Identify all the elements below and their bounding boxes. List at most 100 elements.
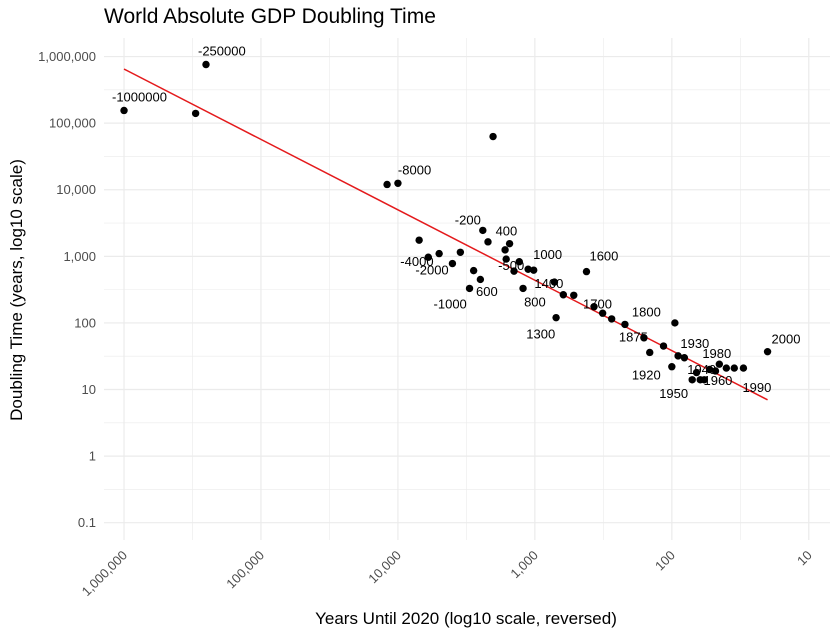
data-point [640,334,648,342]
point-label: 1950 [659,386,688,401]
data-point [680,354,689,362]
data-points [120,60,772,384]
point-label: 1980 [702,346,731,361]
x-tick-label: 100,000 [223,548,267,592]
data-point [659,342,668,350]
data-point [552,313,560,322]
data-point [700,376,708,384]
data-point [621,320,629,329]
data-point [120,106,128,115]
point-label: -4000 [400,254,433,269]
y-tick-label: 1,000,000 [38,49,96,64]
data-point [479,226,487,235]
x-axis-title: Years Until 2020 (log10 scale, reversed) [315,609,617,628]
y-tick-label: 100,000 [49,116,96,131]
point-label: -8000 [398,162,431,177]
data-point [688,376,696,384]
chart-title: World Absolute GDP Doubling Time [104,5,436,28]
point-label: 1600 [589,249,618,264]
data-point [607,315,616,323]
data-point [435,249,443,258]
data-point [739,364,748,372]
point-label: 400 [496,224,518,239]
x-tick-label: 10 [794,548,815,569]
x-tick-label: 100 [652,548,678,574]
data-point [692,368,701,377]
data-point [550,278,559,286]
point-label: 1930 [680,336,709,351]
data-point [515,258,523,266]
data-point [524,265,532,273]
point-label: 1875 [619,330,648,345]
y-tick-labels: 0.1 1 10 100 1,000 10,000 100,000 1,000,000 [38,49,96,530]
point-label: -1000 [434,296,467,311]
y-tick-label: 10,000 [56,182,96,197]
data-point [582,267,591,276]
point-label: 1700 [583,297,612,312]
point-label: 600 [476,284,498,299]
data-point [465,284,474,293]
data-point [505,239,514,248]
y-axis-title: Doubling Time (years, log10 scale) [7,159,26,421]
data-point [559,291,568,299]
data-point [671,319,679,327]
data-point [668,363,676,371]
grid [104,38,830,540]
y-tick-label: 1 [89,449,96,464]
y-tick-label: 100 [74,315,96,330]
data-point [502,255,510,263]
point-label: 2000 [772,332,801,347]
point-label: -200 [455,212,481,227]
data-point [383,180,391,189]
data-point [501,246,509,254]
point-label: -500 [498,258,524,273]
point-label: 1400 [534,276,563,291]
data-point [519,284,527,293]
data-point [715,360,724,368]
data-point [529,266,538,274]
data-point [456,248,465,256]
data-point [722,364,731,372]
x-tick-labels: 1,000,000 100,000 10,000 1,000 100 10 [79,548,815,600]
point-label: -1000000 [112,89,167,104]
data-point [394,179,402,187]
point-label: 1000 [533,247,562,262]
point-label: 800 [524,295,546,310]
x-tick-label: 1,000,000 [79,548,131,600]
data-point [674,352,682,360]
trend-line [123,68,768,401]
point-labels: -1000000 -250000 -8000 -4000-2000 -1000 -200 -… [112,43,800,400]
data-point [598,309,607,317]
point-label: 1920 [632,368,661,383]
point-label: 1960 [703,373,732,388]
data-point [711,367,720,375]
data-point [448,259,457,268]
point-label: -250000 [198,43,246,58]
data-point [202,60,210,69]
data-point [646,348,654,357]
data-point [730,364,738,372]
data-point [484,238,492,246]
data-point [415,236,423,244]
data-point [191,109,200,118]
point-label: 1940 [687,362,716,377]
x-tick-label: 1,000 [507,548,541,582]
data-point [570,291,578,299]
data-point [705,365,714,374]
data-point [469,266,478,275]
point-label: 1990 [742,380,771,395]
x-tick-label: 10,000 [365,548,404,587]
data-point [510,267,518,275]
point-label: -2000 [415,263,448,278]
y-tick-label: 1,000 [63,249,96,264]
y-tick-label: 10 [82,382,96,397]
point-label: 1300 [526,327,555,342]
data-point [590,303,598,311]
data-point [424,253,433,261]
y-tick-label: 0.1 [78,515,96,530]
data-point [476,275,485,284]
point-label: 1800 [632,304,661,319]
data-point [763,347,772,356]
data-point [489,132,497,141]
